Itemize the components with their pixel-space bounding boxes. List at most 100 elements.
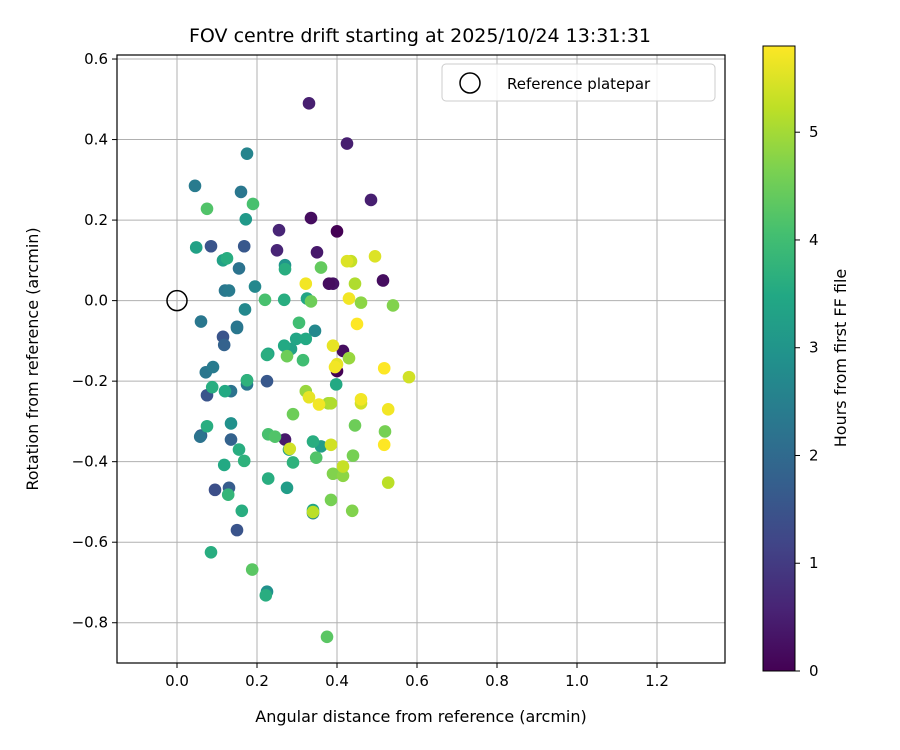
data-point	[330, 225, 344, 238]
y-tick-label: −0.6	[72, 533, 108, 551]
data-point	[326, 339, 340, 353]
data-point	[306, 435, 320, 448]
data-point	[278, 262, 292, 276]
data-point	[299, 277, 313, 291]
x-tick-label: 1.0	[565, 672, 589, 690]
grid	[117, 55, 725, 663]
colorbar-gradient	[762, 45, 796, 672]
colorbar-label: Hours from first FF file	[831, 269, 850, 448]
colorbar-tick-label: 5	[809, 123, 819, 141]
data-point	[220, 252, 234, 265]
data-point	[235, 504, 249, 518]
data-point	[348, 419, 362, 432]
data-point	[312, 398, 326, 411]
y-axis-label: Rotation from reference (arcmin)	[23, 227, 42, 490]
x-tick-label: 0.8	[485, 672, 509, 690]
data-point	[336, 469, 350, 483]
data-point	[402, 370, 416, 384]
data-point	[354, 296, 368, 309]
x-tick-label: 0.6	[405, 672, 429, 690]
data-point	[208, 483, 222, 497]
data-point	[364, 193, 378, 207]
data-point	[259, 589, 273, 602]
data-point	[329, 378, 343, 391]
data-point	[346, 449, 360, 462]
data-point	[270, 243, 284, 257]
data-point	[188, 179, 202, 193]
data-point	[260, 374, 274, 388]
x-tick-label: 1.2	[645, 672, 669, 690]
data-point	[368, 250, 382, 263]
data-point	[376, 274, 390, 287]
data-point	[324, 396, 338, 410]
data-point	[224, 417, 238, 430]
data-point	[268, 430, 282, 444]
data-point	[326, 467, 340, 481]
chart-title: FOV centre drift starting at 2025/10/24 …	[189, 25, 651, 47]
data-point	[342, 351, 356, 365]
data-point	[206, 360, 220, 374]
data-point	[189, 241, 203, 254]
data-point	[261, 472, 275, 485]
data-point	[377, 361, 391, 375]
legend-reference-marker	[459, 72, 481, 94]
data-point	[237, 239, 251, 253]
data-point	[248, 280, 262, 293]
data-point	[245, 563, 259, 576]
x-tick-label: 0.2	[245, 672, 269, 690]
data-point	[280, 349, 294, 363]
scatter-points	[188, 97, 416, 644]
data-point	[299, 332, 313, 346]
data-point	[342, 292, 356, 305]
data-point	[237, 454, 251, 468]
data-point	[230, 321, 244, 335]
data-point	[354, 392, 368, 406]
data-point	[193, 430, 207, 444]
y-tick-label: 0.0	[84, 292, 108, 310]
data-point	[278, 433, 292, 446]
data-point	[232, 262, 246, 275]
data-point	[350, 317, 364, 331]
data-point	[204, 545, 218, 559]
data-point	[217, 338, 231, 352]
y-axis-ticks: 0.6 0.4 0.2 0.0 −0.2 −0.4 −0.6 −0.8	[72, 50, 117, 632]
plot-frame	[116, 54, 726, 664]
colorbar-tick-label: 0	[809, 662, 819, 680]
data-point	[272, 223, 286, 237]
data-point	[221, 488, 235, 501]
legend-box	[441, 63, 716, 102]
data-point	[277, 293, 291, 307]
reference-marker-group	[166, 289, 188, 312]
y-tick-label: −0.8	[72, 614, 108, 632]
data-point	[309, 451, 323, 464]
data-point	[306, 505, 320, 519]
data-point	[286, 407, 300, 421]
colorbar-tick-label: 3	[809, 339, 819, 357]
data-point	[302, 390, 316, 404]
data-point	[258, 293, 272, 307]
data-point	[283, 442, 297, 456]
data-point	[322, 277, 336, 291]
x-axis-label: Angular distance from reference (arcmin)	[255, 707, 586, 726]
data-point	[308, 324, 322, 338]
data-point	[260, 348, 274, 362]
data-point	[314, 261, 328, 274]
y-tick-label: −0.4	[72, 453, 108, 471]
data-point	[277, 339, 291, 353]
data-point	[232, 443, 246, 456]
colorbar-tick-label: 2	[809, 446, 819, 464]
data-point	[200, 202, 214, 216]
colorbar-tick-label: 1	[809, 554, 819, 572]
data-point	[238, 303, 252, 316]
y-tick-label: −0.2	[72, 372, 108, 390]
data-point	[336, 460, 350, 473]
data-point	[386, 299, 400, 312]
data-point	[304, 295, 318, 308]
data-point	[200, 419, 214, 433]
data-point	[246, 197, 260, 211]
y-tick-label: 0.6	[84, 50, 108, 68]
data-point	[377, 438, 391, 452]
data-point	[218, 384, 232, 398]
data-point	[328, 360, 342, 374]
